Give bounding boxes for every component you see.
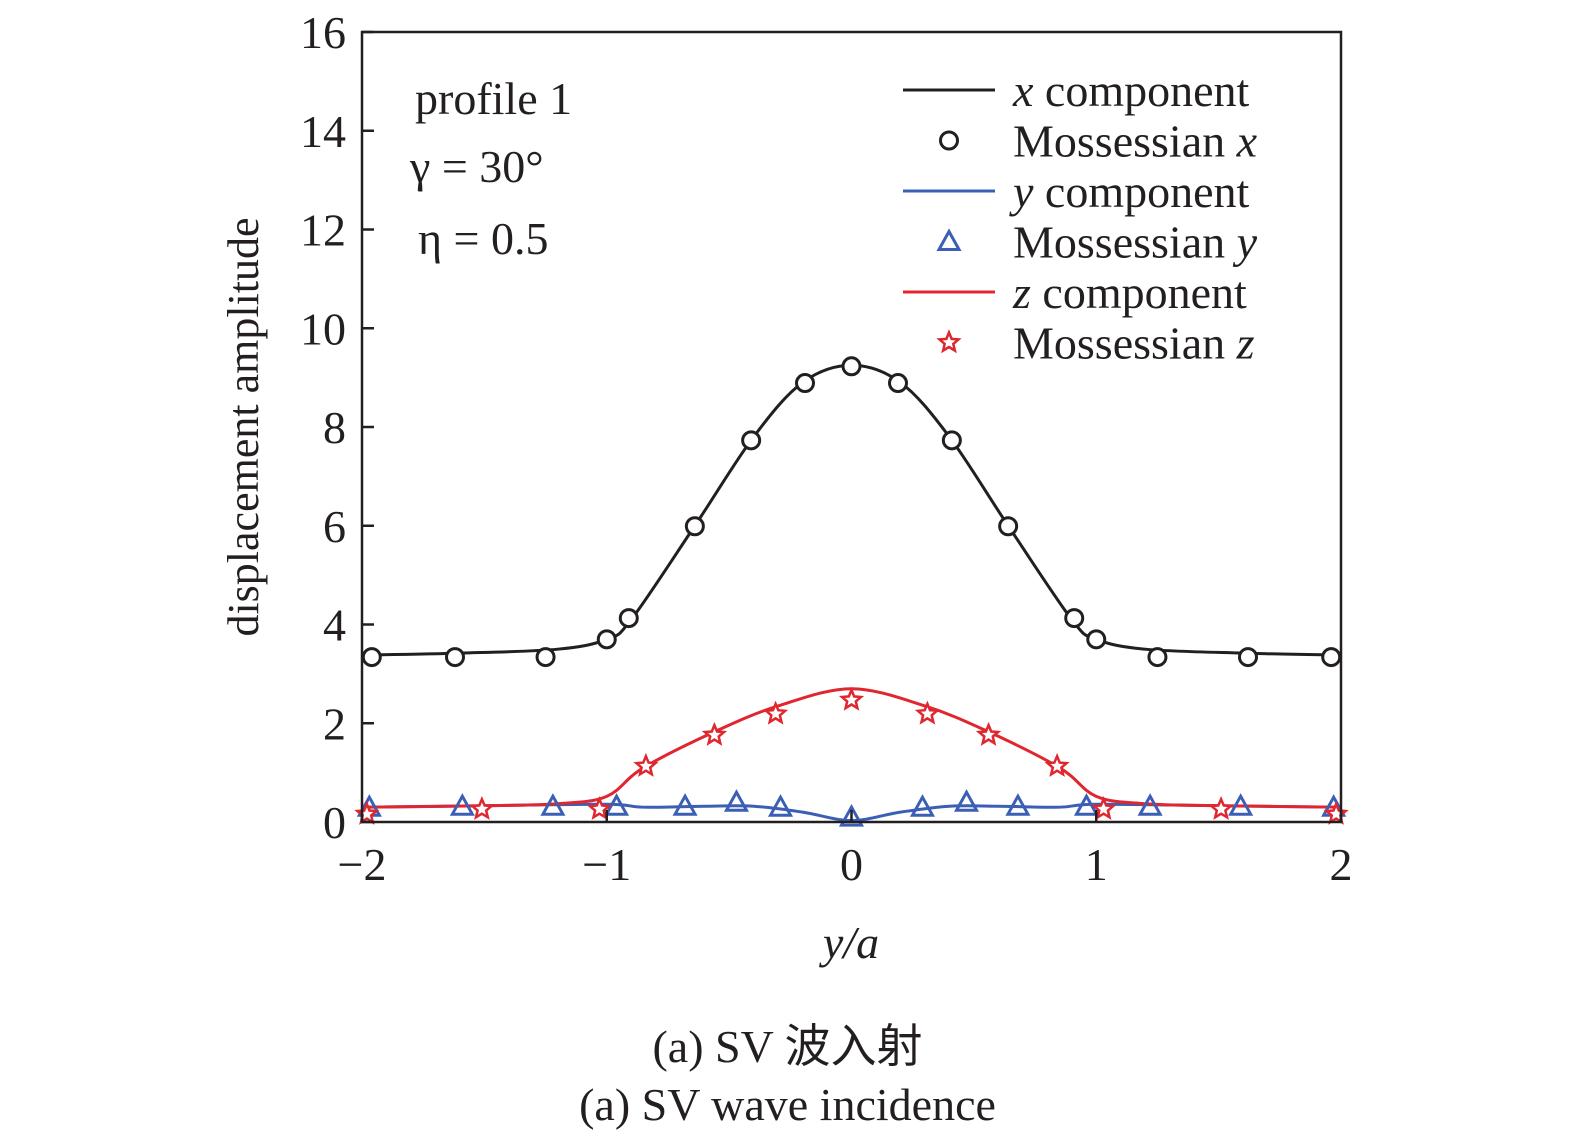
data-point-mossessian-x: [1147, 647, 1168, 668]
data-point-mossessian-z: [1091, 795, 1117, 820]
data-point-mossessian-y: [1005, 793, 1031, 816]
data-point-mossessian-y: [1228, 793, 1254, 816]
data-point-mossessian-z: [633, 752, 659, 777]
data-point-mossessian-z: [975, 721, 1002, 746]
annotation-gamma: γ = 30°: [409, 141, 544, 192]
y-axis-label: displacement amplitude: [219, 217, 268, 636]
data-point-mossessian-x: [618, 608, 639, 629]
data-point-mossessian-y: [540, 793, 566, 816]
data-point-mossessian-x: [596, 629, 617, 650]
data-point-mossessian-z: [1044, 752, 1070, 777]
y-tick-label: 16: [300, 7, 346, 58]
y-tick-label: 2: [323, 698, 346, 749]
data-point-mossessian-z: [914, 700, 940, 725]
y-tick-label: 10: [300, 303, 346, 354]
y-tick-label: 6: [323, 501, 346, 552]
data-point-mossessian-x: [684, 516, 705, 537]
data-point-mossessian-x: [794, 373, 815, 394]
data-point-mossessian-y: [672, 793, 698, 816]
data-point-mossessian-y: [723, 789, 750, 812]
data-point-mossessian-z: [763, 700, 789, 725]
data-point-mossessian-y: [1137, 793, 1163, 816]
annotation-eta: η = 0.5: [418, 213, 549, 264]
legend-label-x-component: x component: [1012, 65, 1250, 116]
legend-marker-mossessian-y: [936, 228, 962, 251]
y-tick-label: 8: [323, 402, 346, 453]
legend-label-mossessian-y: Mossessian y: [1013, 217, 1258, 268]
data-point-mossessian-z: [1208, 795, 1234, 820]
series-line-x-component: [361, 363, 1342, 657]
data-point-mossessian-x: [741, 430, 762, 451]
legend-label-mossessian-z: Mossessian z: [1013, 318, 1255, 369]
data-point-mossessian-y: [953, 789, 980, 812]
data-point-mossessian-z: [838, 686, 865, 711]
data-point-mossessian-x: [941, 430, 962, 451]
y-tick-label: 14: [300, 106, 346, 157]
x-axis-label: y/a: [819, 917, 879, 968]
data-point-mossessian-x: [1086, 629, 1107, 650]
data-point-mossessian-y: [838, 803, 865, 827]
data-point-mossessian-x: [1237, 647, 1258, 668]
legend-marker-mossessian-x: [939, 130, 959, 151]
data-point-mossessian-y: [909, 794, 936, 817]
legend-marker-mossessian-z: [936, 329, 962, 354]
legend-label-z-component: z component: [1012, 267, 1247, 318]
data-point-mossessian-x: [445, 647, 466, 668]
data-point-mossessian-z: [586, 795, 612, 820]
caption-chinese: (a) SV 波入射: [652, 1021, 923, 1072]
y-tick-label: 4: [323, 600, 346, 651]
x-tick-label: 2: [1330, 839, 1353, 890]
data-point-mossessian-x: [361, 647, 382, 668]
plot-marks: [354, 356, 1349, 827]
legend-label-y-component: y component: [1009, 166, 1250, 217]
x-tick-label: 0: [840, 839, 863, 890]
data-point-mossessian-x: [998, 516, 1019, 537]
data-point-mossessian-x: [535, 647, 556, 668]
annotation-profile: profile 1: [415, 73, 572, 124]
data-point-mossessian-x: [841, 356, 862, 377]
data-point-mossessian-z: [469, 795, 495, 820]
caption-english: (a) SV wave incidence: [579, 1079, 996, 1130]
data-point-mossessian-z: [701, 721, 728, 746]
legend-label-mossessian-x: Mossessian x: [1013, 116, 1258, 167]
x-tick-label: −1: [582, 839, 631, 890]
series-line-z-component: [361, 687, 1342, 809]
data-point-mossessian-x: [888, 373, 909, 394]
y-tick-label: 0: [323, 797, 346, 848]
data-point-mossessian-x: [1321, 647, 1342, 668]
data-point-mossessian-x: [1064, 608, 1085, 629]
data-point-mossessian-y: [449, 793, 475, 816]
x-tick-label: −2: [338, 839, 387, 890]
data-point-mossessian-y: [767, 794, 794, 817]
y-tick-label: 12: [300, 205, 346, 256]
x-tick-label: 1: [1085, 839, 1108, 890]
